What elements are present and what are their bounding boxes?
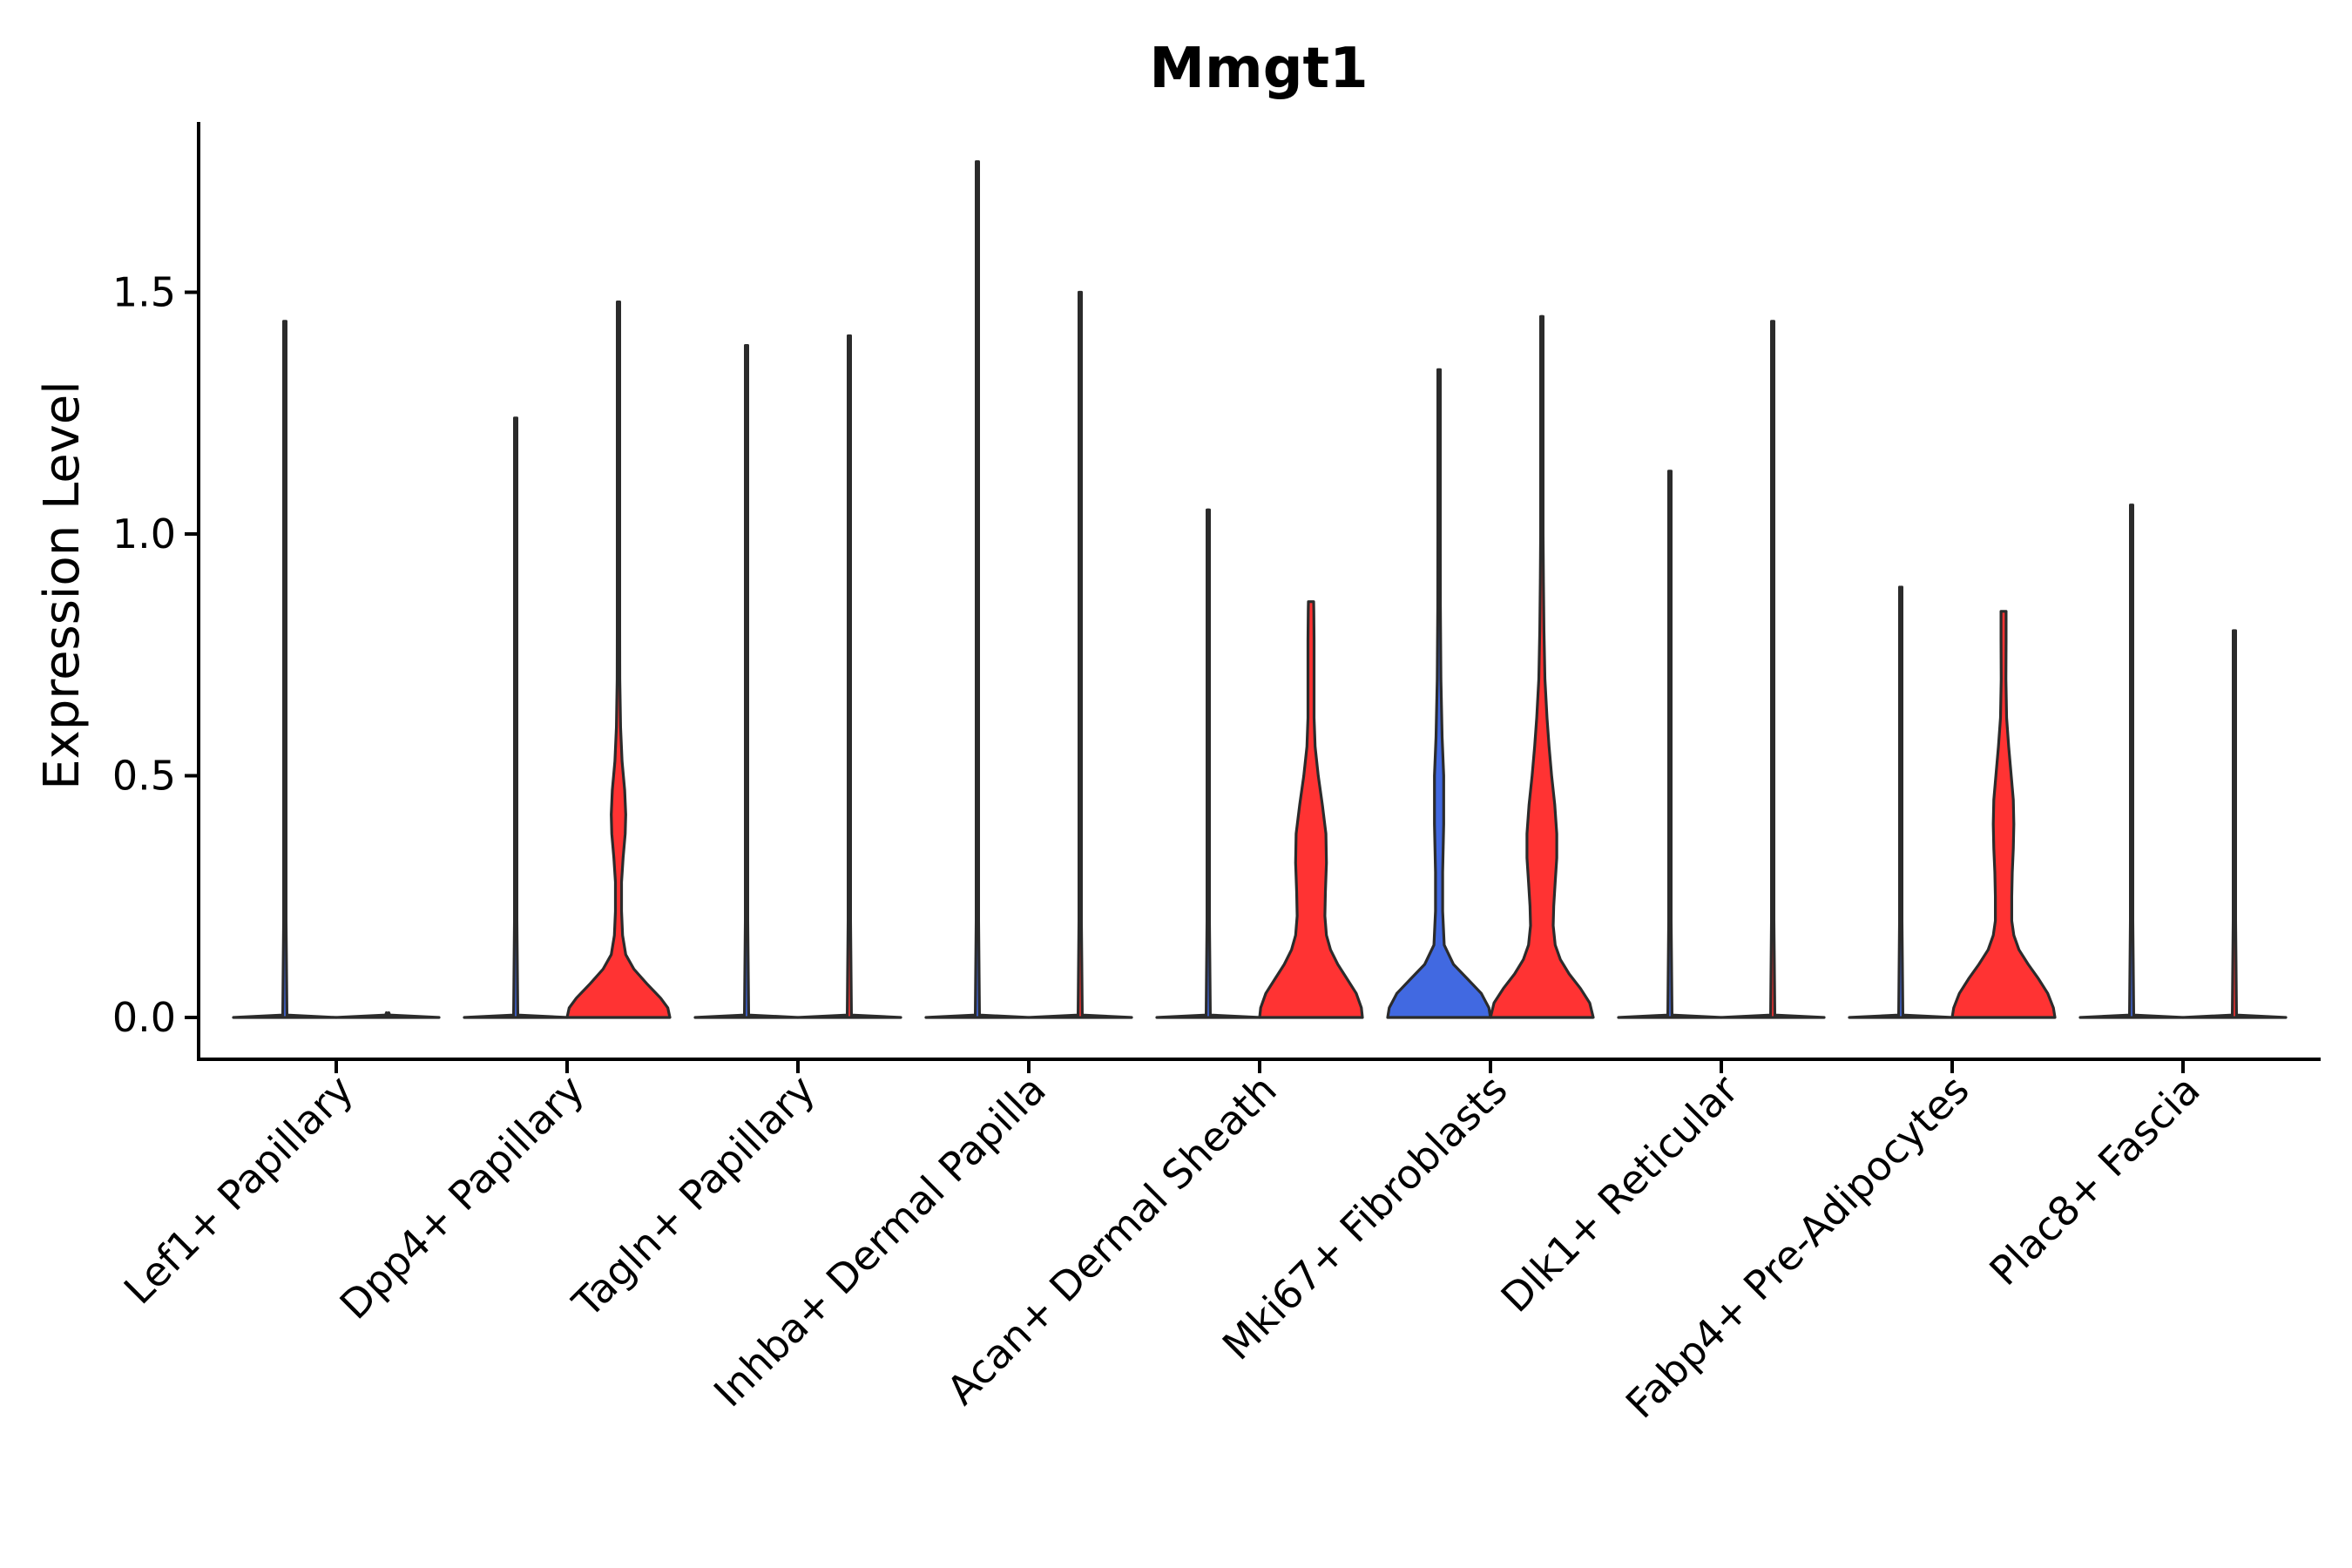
x-tick-label: Dlk1+ Reticular <box>1492 1066 1747 1321</box>
violin-right <box>2181 629 2288 1019</box>
violin-left <box>1617 470 1723 1019</box>
violin-right <box>1950 610 2057 1019</box>
violin-left <box>1155 508 1261 1019</box>
x-tick-label: Tagln+ Papillary <box>563 1066 824 1328</box>
violin-left <box>1848 585 1954 1019</box>
x-tick-label: Dpp4+ Papillary <box>331 1066 593 1328</box>
violin-layer <box>232 160 2288 1019</box>
x-tick-label: Plac8+ Fascia <box>1980 1066 2208 1294</box>
violin-right <box>1489 314 1595 1019</box>
y-tick-label: 0.5 <box>112 753 176 800</box>
x-tick-label: Lef1+ Papillary <box>115 1066 362 1314</box>
chart-title: Mmgt1 <box>1149 37 1368 101</box>
violin-left <box>924 160 1031 1019</box>
violin-left <box>1386 368 1492 1019</box>
violin-left <box>232 320 338 1019</box>
y-tick-label: 0.0 <box>112 994 176 1041</box>
y-tick-label: 1.0 <box>112 510 176 558</box>
violin-right <box>565 301 672 1019</box>
y-axis-label: Expression Level <box>34 381 91 790</box>
violin-right <box>1027 290 1133 1019</box>
violin-right <box>796 334 902 1019</box>
violin-right <box>335 1010 441 1019</box>
y-axis: 0.0 0.5 1.0 1.5 <box>112 122 200 1061</box>
violin-left <box>2078 504 2185 1019</box>
violin-left <box>463 416 569 1019</box>
y-tick-label: 1.5 <box>112 269 176 316</box>
violin-right <box>1720 320 1826 1019</box>
violin-left <box>693 343 800 1019</box>
violin-right <box>1258 600 1364 1019</box>
